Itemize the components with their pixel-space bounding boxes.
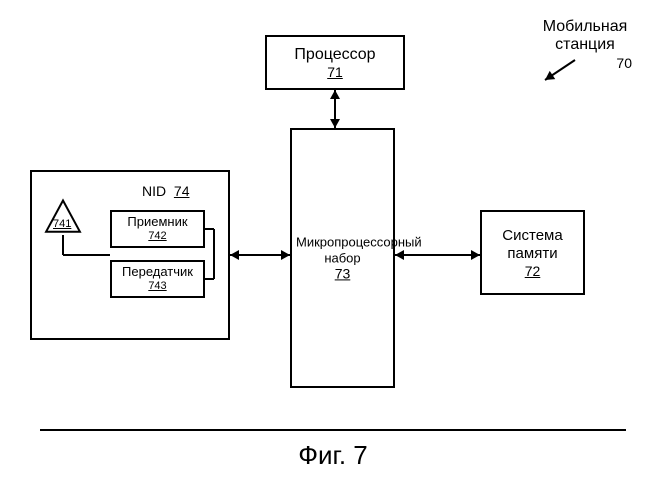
memory-block: Система памяти 72 xyxy=(480,210,585,295)
chipset-block: Микропроцессорный набор 73 xyxy=(290,128,395,388)
processor-block: Процессор 71 xyxy=(265,35,405,90)
note-line2: станция xyxy=(520,36,650,54)
receiver-label: Приемник xyxy=(112,214,203,230)
receiver-ref: 742 xyxy=(112,230,203,242)
memory-label: Система памяти xyxy=(482,227,583,263)
processor-ref: 71 xyxy=(267,64,403,80)
nid-title: NID 74 xyxy=(142,183,189,199)
transmitter-block: Передатчик 743 xyxy=(110,260,205,298)
nid-title-text: NID xyxy=(142,183,166,199)
transmitter-ref: 743 xyxy=(112,280,203,292)
diagram-canvas: Мобильная станция 70 Процессор 71 Микроп… xyxy=(0,0,666,500)
antenna-ref: 741 xyxy=(53,218,71,230)
memory-ref: 72 xyxy=(482,263,583,279)
nid-block xyxy=(30,170,230,340)
mobile-station-note: Мобильная станция 70 xyxy=(520,18,650,71)
nid-ref: 74 xyxy=(174,183,190,199)
note-line1: Мобильная xyxy=(520,18,650,36)
processor-label: Процессор xyxy=(267,45,403,64)
chipset-ref: 73 xyxy=(296,266,389,282)
figure-caption: Фиг. 7 xyxy=(0,440,666,471)
receiver-block: Приемник 742 xyxy=(110,210,205,248)
note-ref: 70 xyxy=(520,55,650,71)
chipset-label: Микропроцессорный набор xyxy=(296,234,389,265)
transmitter-label: Передатчик xyxy=(112,264,203,280)
